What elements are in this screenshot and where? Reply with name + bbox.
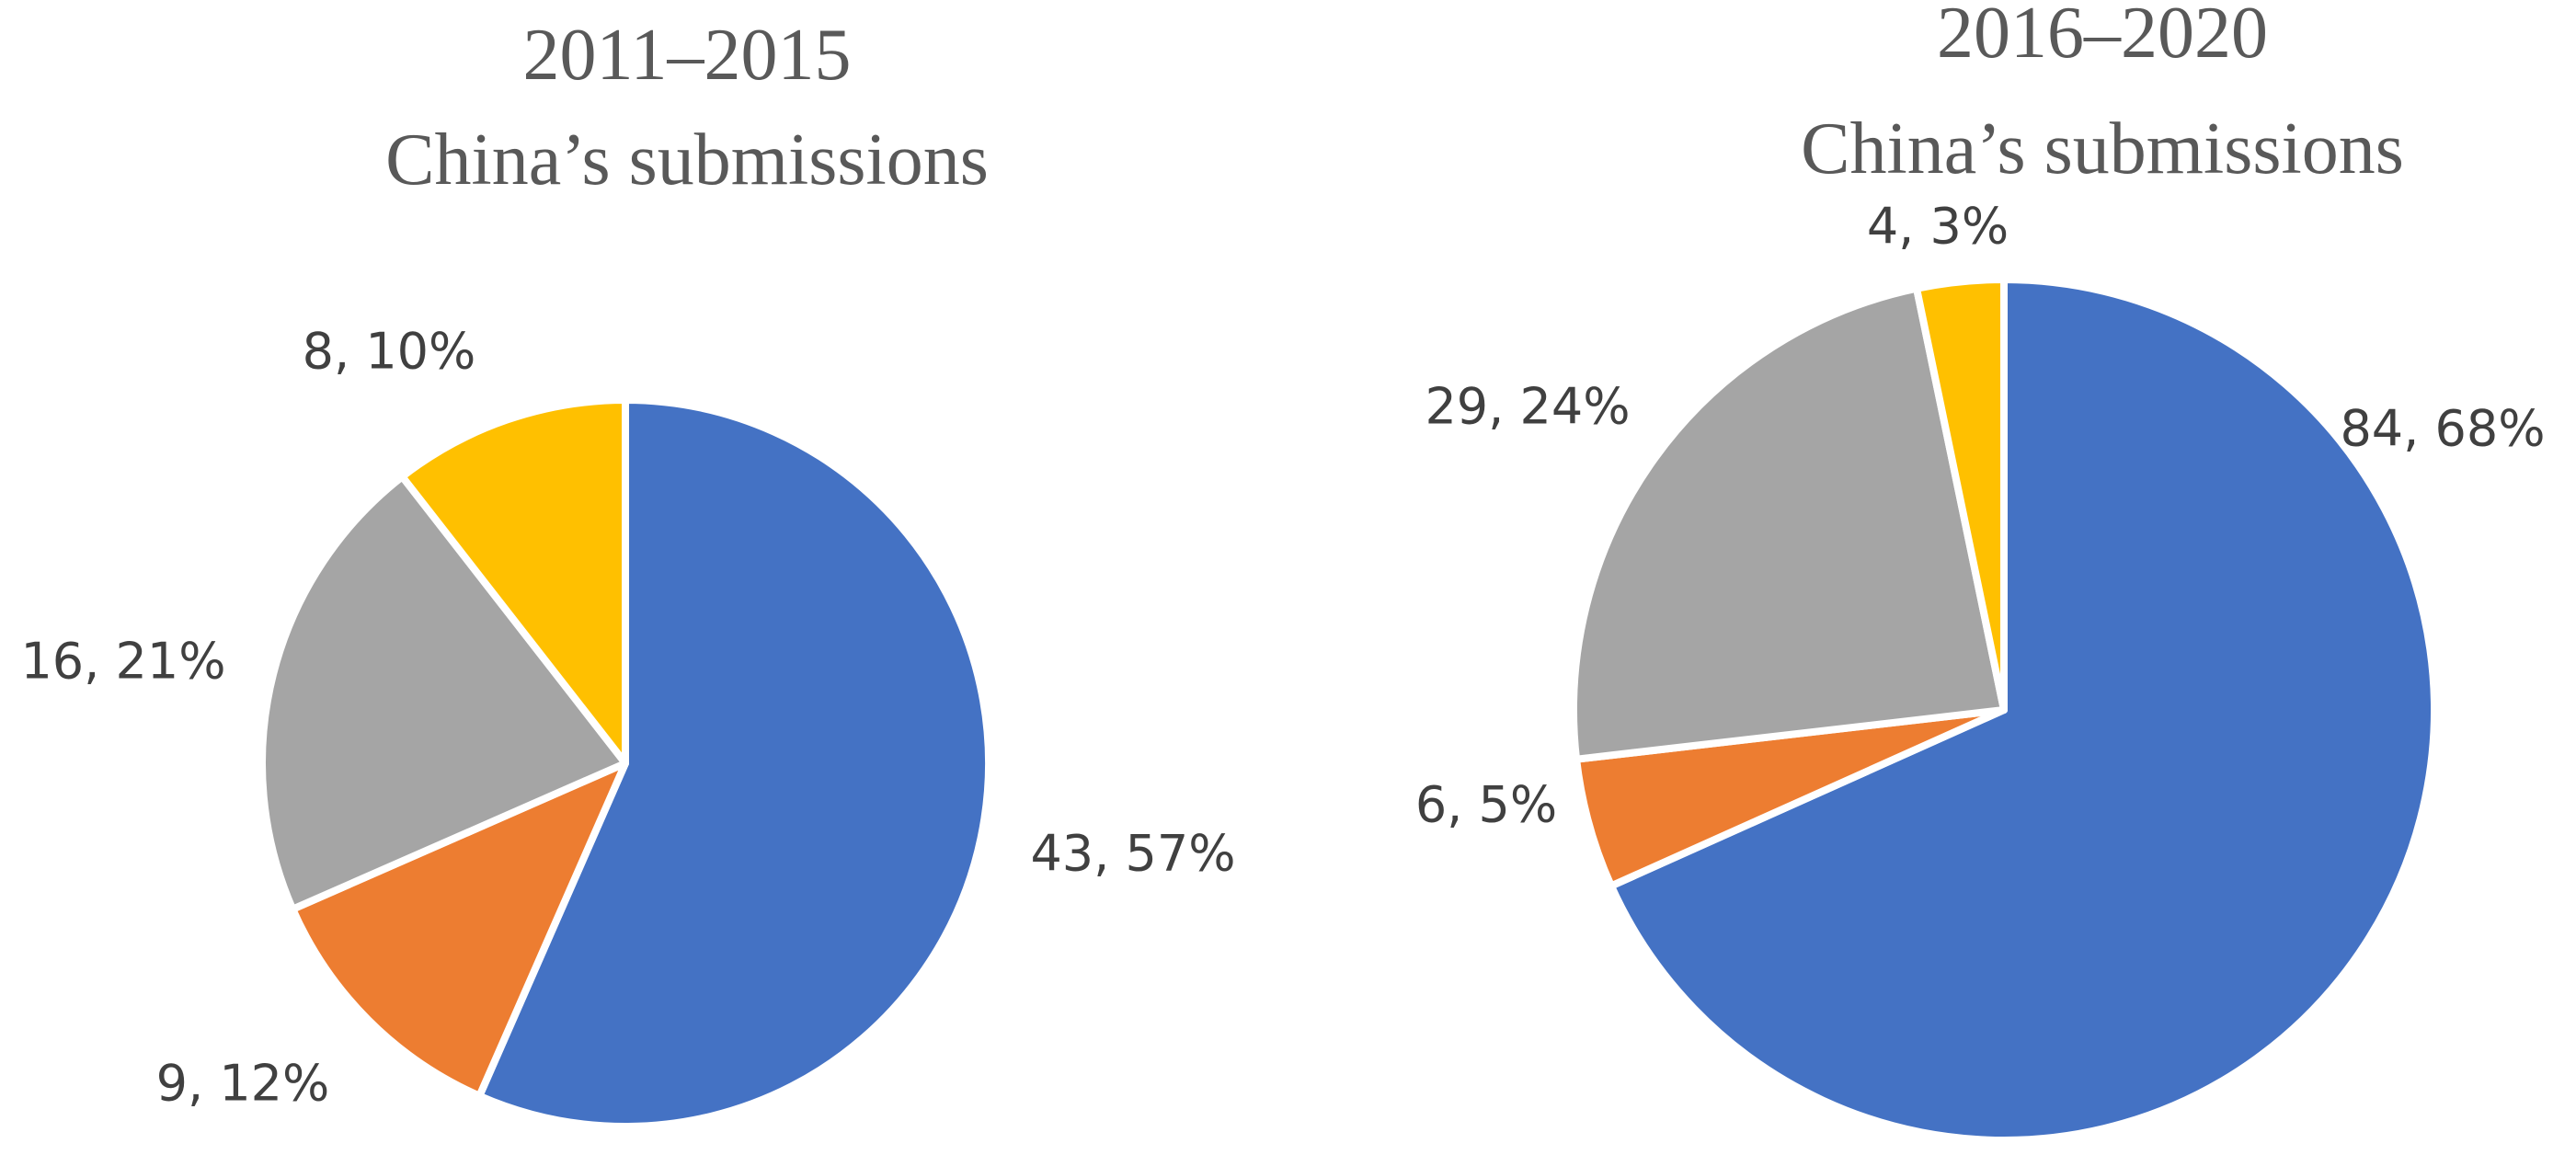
data-label: 6, 5%	[1415, 776, 1557, 834]
pie-slice	[475, 396, 992, 1130]
data-label: 43, 57%	[1030, 825, 1235, 883]
data-label: 84, 68%	[2340, 400, 2545, 458]
chart-subtitle: China’s submissions	[1801, 109, 2404, 189]
chart-title: 2016–2020	[1937, 0, 2268, 74]
data-label: 8, 10%	[303, 323, 476, 381]
data-label: 9, 12%	[156, 1055, 330, 1113]
data-label: 4, 3%	[1867, 198, 2009, 256]
pie-slice	[1607, 276, 2439, 1144]
pie-slice	[1913, 276, 2008, 714]
pie-slice	[398, 396, 629, 767]
pie-slice	[289, 760, 629, 1100]
data-label: 29, 24%	[1425, 378, 1630, 436]
chart-subtitle: China’s submissions	[385, 120, 989, 200]
data-label: 16, 21%	[20, 633, 225, 691]
chart-title: 2011–2015	[522, 15, 851, 96]
pie-slice	[258, 473, 629, 913]
pie-slice	[1570, 284, 2008, 763]
